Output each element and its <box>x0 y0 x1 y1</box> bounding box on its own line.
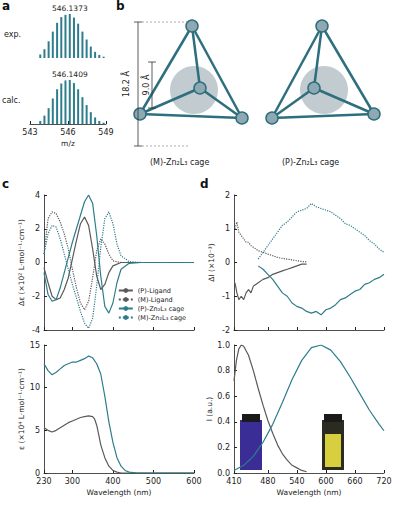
svg-text:4: 4 <box>35 191 40 200</box>
svg-text:Wavelength (nm): Wavelength (nm) <box>277 488 342 497</box>
svg-text:m/z: m/z <box>61 139 75 148</box>
svg-text:0: 0 <box>225 258 230 267</box>
svg-text:300: 300 <box>65 477 80 486</box>
svg-text:-1: -1 <box>222 292 230 301</box>
svg-text:720: 720 <box>376 477 391 486</box>
svg-text:400: 400 <box>105 477 120 486</box>
svg-text:410: 410 <box>226 477 241 486</box>
svg-text:calc.: calc. <box>2 96 20 105</box>
svg-text:0: 0 <box>34 468 40 478</box>
svg-text:9.0 Å: 9.0 Å <box>140 74 151 95</box>
svg-text:540: 540 <box>289 477 304 486</box>
svg-text:546.1373: 546.1373 <box>52 4 88 13</box>
svg-text:ΔI (×10⁻³): ΔI (×10⁻³) <box>207 243 216 281</box>
svg-text:d: d <box>200 177 209 191</box>
svg-text:(M)-Ligand: (M)-Ligand <box>138 296 173 304</box>
svg-text:Wavelength (nm): Wavelength (nm) <box>87 488 152 497</box>
svg-text:Δε (×10² L·mol⁻¹·cm⁻¹): Δε (×10² L·mol⁻¹·cm⁻¹) <box>17 219 26 306</box>
svg-text:230: 230 <box>36 477 51 486</box>
svg-text:ε (×10⁴ L·mol⁻¹·cm⁻¹): ε (×10⁴ L·mol⁻¹·cm⁻¹) <box>17 368 26 450</box>
svg-text:-2: -2 <box>222 326 230 335</box>
svg-text:(P)-Ligand: (P)-Ligand <box>138 287 171 295</box>
svg-text:a: a <box>2 0 10 13</box>
svg-text:(P)-Zn₂L₃ cage: (P)-Zn₂L₃ cage <box>138 305 185 313</box>
svg-text:543: 543 <box>22 128 37 137</box>
svg-text:546: 546 <box>60 128 75 137</box>
svg-text:600: 600 <box>186 477 201 486</box>
svg-text:546.1409: 546.1409 <box>52 70 88 79</box>
svg-text:2: 2 <box>35 224 40 233</box>
svg-text:I (a.u.): I (a.u.) <box>205 397 214 422</box>
svg-text:500: 500 <box>146 477 161 486</box>
svg-text:0.8: 0.8 <box>217 366 230 375</box>
svg-text:480: 480 <box>260 477 275 486</box>
svg-text:10: 10 <box>30 383 40 392</box>
svg-text:0.2: 0.2 <box>217 443 230 452</box>
svg-text:0.4: 0.4 <box>217 417 230 426</box>
svg-text:0: 0 <box>35 258 40 267</box>
svg-text:1: 1 <box>225 224 230 233</box>
svg-text:1.0: 1.0 <box>217 341 230 350</box>
svg-text:2: 2 <box>225 191 230 200</box>
svg-text:(M)-Zn₂L₃ cage: (M)-Zn₂L₃ cage <box>138 314 186 322</box>
svg-text:15: 15 <box>30 341 40 350</box>
svg-text:b: b <box>116 0 125 13</box>
svg-text:0.0: 0.0 <box>217 468 230 478</box>
svg-text:0.6: 0.6 <box>217 392 230 401</box>
svg-text:(M)-Zn₂L₃ cage: (M)-Zn₂L₃ cage <box>150 158 209 167</box>
svg-text:-4: -4 <box>32 326 40 335</box>
svg-text:549: 549 <box>98 128 113 137</box>
svg-text:18.2 Å: 18.2 Å <box>120 71 131 97</box>
svg-text:(P)-Zn₂L₃ cage: (P)-Zn₂L₃ cage <box>282 158 339 167</box>
svg-text:660: 660 <box>347 477 362 486</box>
svg-text:5: 5 <box>35 426 40 435</box>
svg-text:600: 600 <box>318 477 333 486</box>
svg-text:-2: -2 <box>32 292 40 301</box>
svg-text:exp.: exp. <box>4 30 21 39</box>
svg-text:c: c <box>2 177 9 191</box>
